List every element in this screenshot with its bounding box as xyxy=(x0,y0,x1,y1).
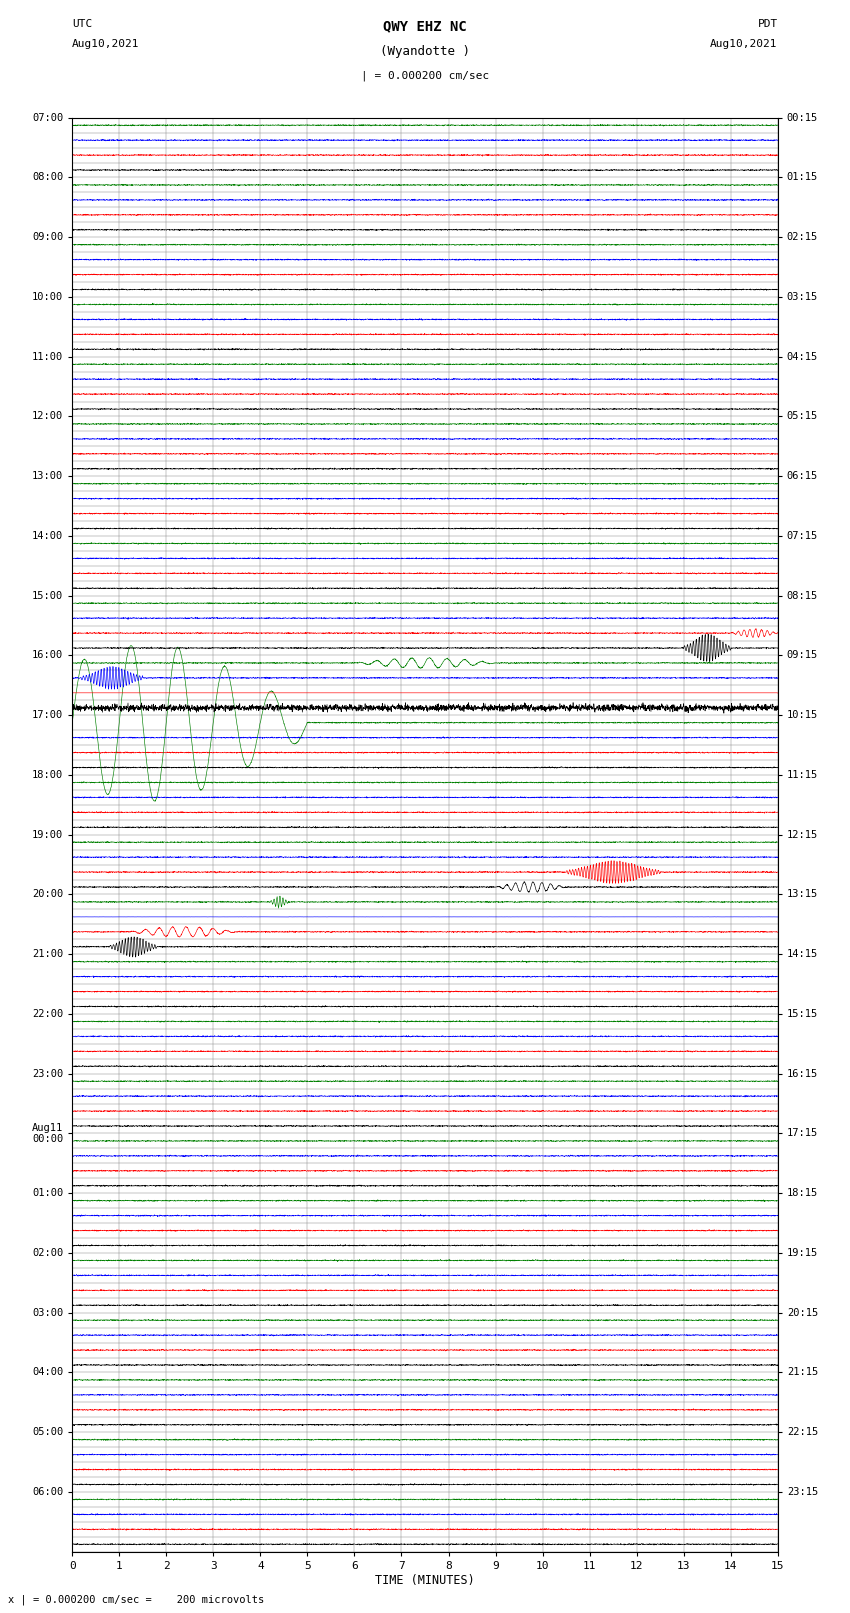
Text: (Wyandotte ): (Wyandotte ) xyxy=(380,45,470,58)
Text: Aug10,2021: Aug10,2021 xyxy=(711,39,778,48)
Text: PDT: PDT xyxy=(757,19,778,29)
Text: QWY EHZ NC: QWY EHZ NC xyxy=(383,19,467,34)
Text: x | = 0.000200 cm/sec =    200 microvolts: x | = 0.000200 cm/sec = 200 microvolts xyxy=(8,1594,264,1605)
Text: UTC: UTC xyxy=(72,19,93,29)
Text: Aug10,2021: Aug10,2021 xyxy=(72,39,139,48)
X-axis label: TIME (MINUTES): TIME (MINUTES) xyxy=(375,1574,475,1587)
Text: | = 0.000200 cm/sec: | = 0.000200 cm/sec xyxy=(361,71,489,82)
